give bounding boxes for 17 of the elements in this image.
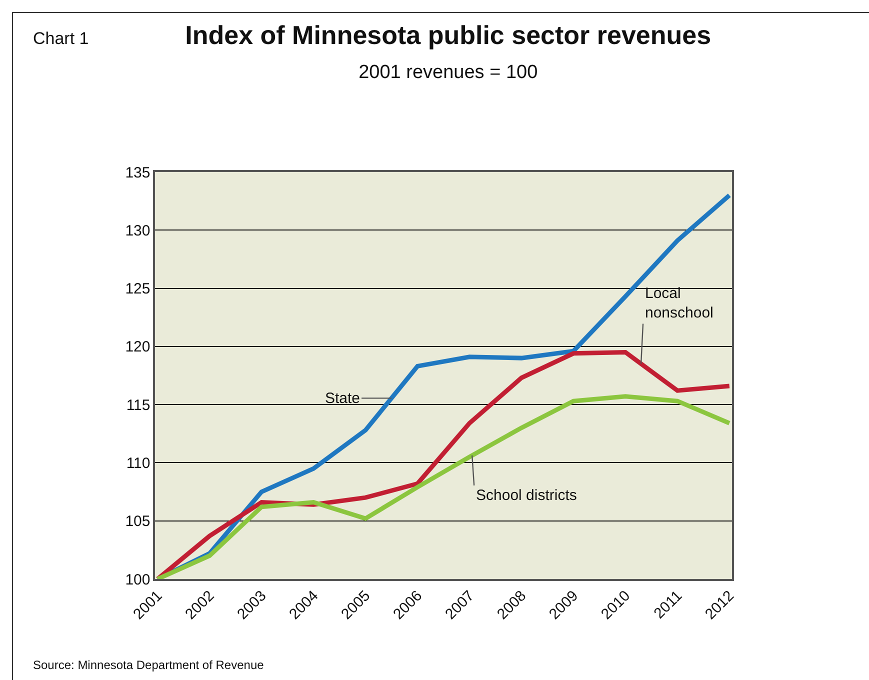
chart-subtitle: 2001 revenues = 100 [358, 62, 538, 83]
y-tick-label: 115 [126, 396, 150, 414]
y-tick-label: 130 [125, 222, 150, 240]
line-series [155, 394, 732, 579]
y-tick-label: 125 [125, 280, 150, 298]
y-tick-label: 100 [125, 571, 150, 588]
line-series [155, 350, 732, 579]
series-label: School districts [476, 487, 577, 504]
y-tick-label: 105 [125, 513, 150, 530]
y-tick-label: 120 [125, 338, 150, 356]
y-tick-label: 135 [125, 164, 150, 182]
y-tick-label: 110 [126, 454, 150, 472]
caption: Chart 1 [33, 29, 89, 48]
series-label: State [325, 390, 360, 407]
chart-title: Index of Minnesota public sector revenues [185, 20, 712, 50]
text: Local nonschool [645, 285, 714, 322]
source-note: Source: Minnesota Department of Revenue [33, 658, 264, 672]
